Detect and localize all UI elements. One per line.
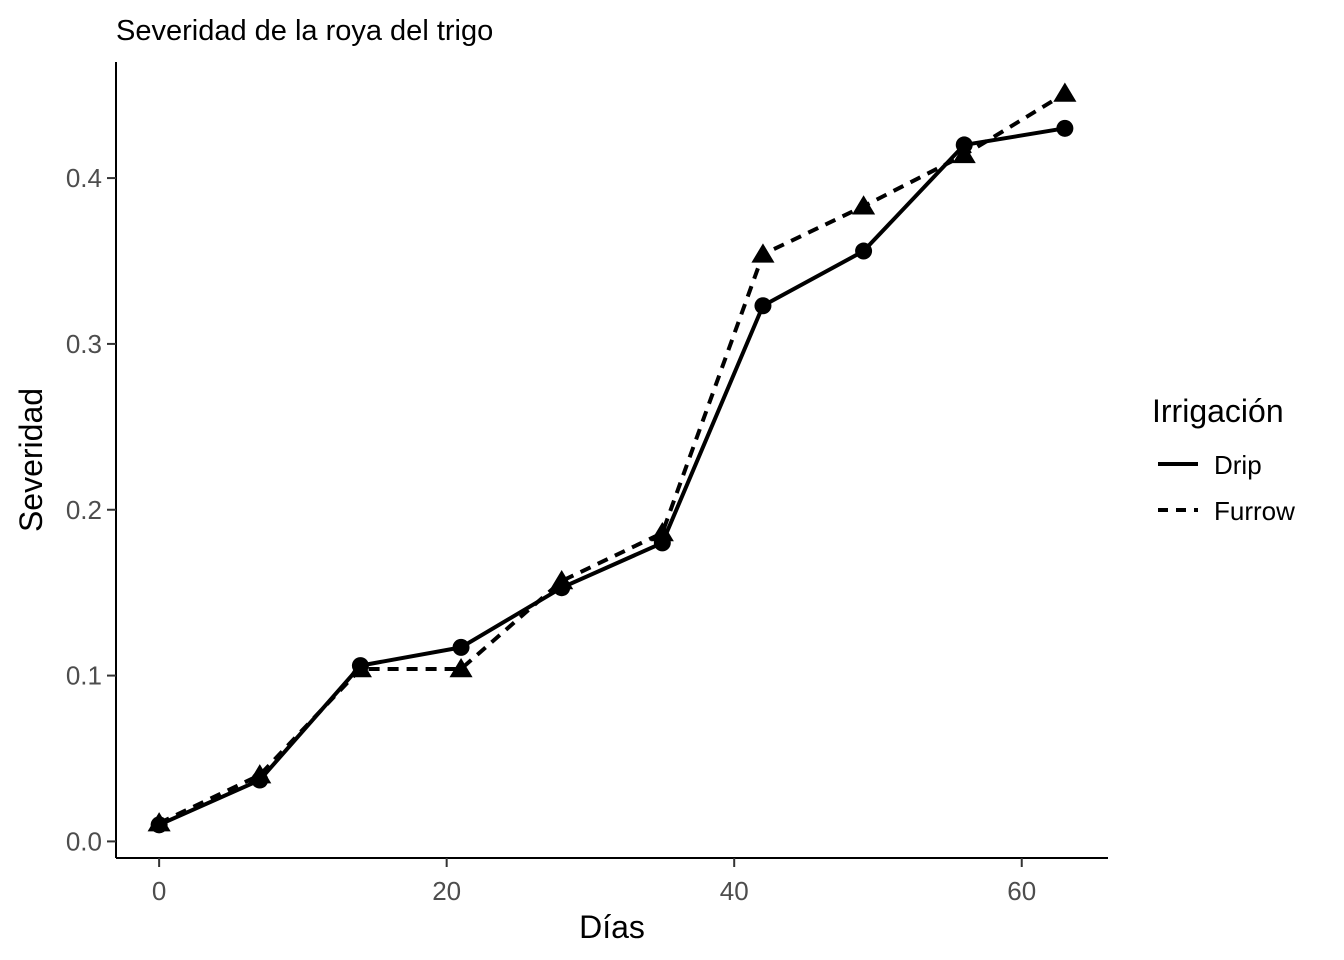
y-axis-title: Severidad	[13, 388, 49, 532]
legend-item-drip: Drip	[1158, 450, 1262, 480]
chart-title: Severidad de la roya del trigo	[116, 15, 493, 47]
series-drip	[150, 119, 1074, 834]
data-point-furrow	[852, 195, 876, 215]
data-point-drip	[855, 242, 873, 260]
data-point-furrow	[348, 657, 372, 678]
series-line-furrow	[158, 91, 1066, 825]
data-point-furrow	[952, 143, 976, 164]
y-tick-label: 0.4	[66, 163, 102, 193]
legend: Irrigación Drip Furrow	[1152, 393, 1295, 526]
legend-label-drip: Drip	[1214, 450, 1262, 480]
data-point-furrow	[751, 243, 775, 263]
y-tick-label: 0.2	[66, 495, 102, 525]
data-point-furrow	[1053, 82, 1077, 102]
legend-label-furrow: Furrow	[1214, 496, 1295, 526]
y-tick-label: 0.3	[66, 329, 102, 359]
plot-area	[147, 82, 1077, 834]
data-point-drip	[1056, 119, 1074, 137]
data-point-furrow	[650, 521, 674, 542]
y-axis-ticks: 0.0 0.1 0.2 0.3 0.4	[66, 163, 116, 856]
data-point-furrow	[550, 570, 574, 590]
y-tick-label: 0.0	[66, 826, 102, 856]
series-line-drip	[158, 126, 1066, 827]
x-tick-label: 60	[1007, 876, 1036, 906]
legend-title: Irrigación	[1152, 393, 1284, 429]
data-point-furrow	[147, 812, 171, 832]
data-point-furrow	[248, 764, 272, 784]
x-tick-label: 20	[432, 876, 461, 906]
series-furrow	[147, 82, 1077, 832]
x-tick-label: 40	[720, 876, 749, 906]
data-point-furrow	[449, 657, 473, 678]
y-tick-label: 0.1	[66, 661, 102, 691]
x-axis-ticks: 0 20 40 60	[152, 858, 1036, 906]
legend-item-furrow: Furrow	[1158, 496, 1295, 526]
x-axis-title: Días	[579, 909, 645, 945]
x-tick-label: 0	[152, 876, 166, 906]
data-point-drip	[754, 297, 772, 315]
data-point-drip	[452, 638, 470, 656]
